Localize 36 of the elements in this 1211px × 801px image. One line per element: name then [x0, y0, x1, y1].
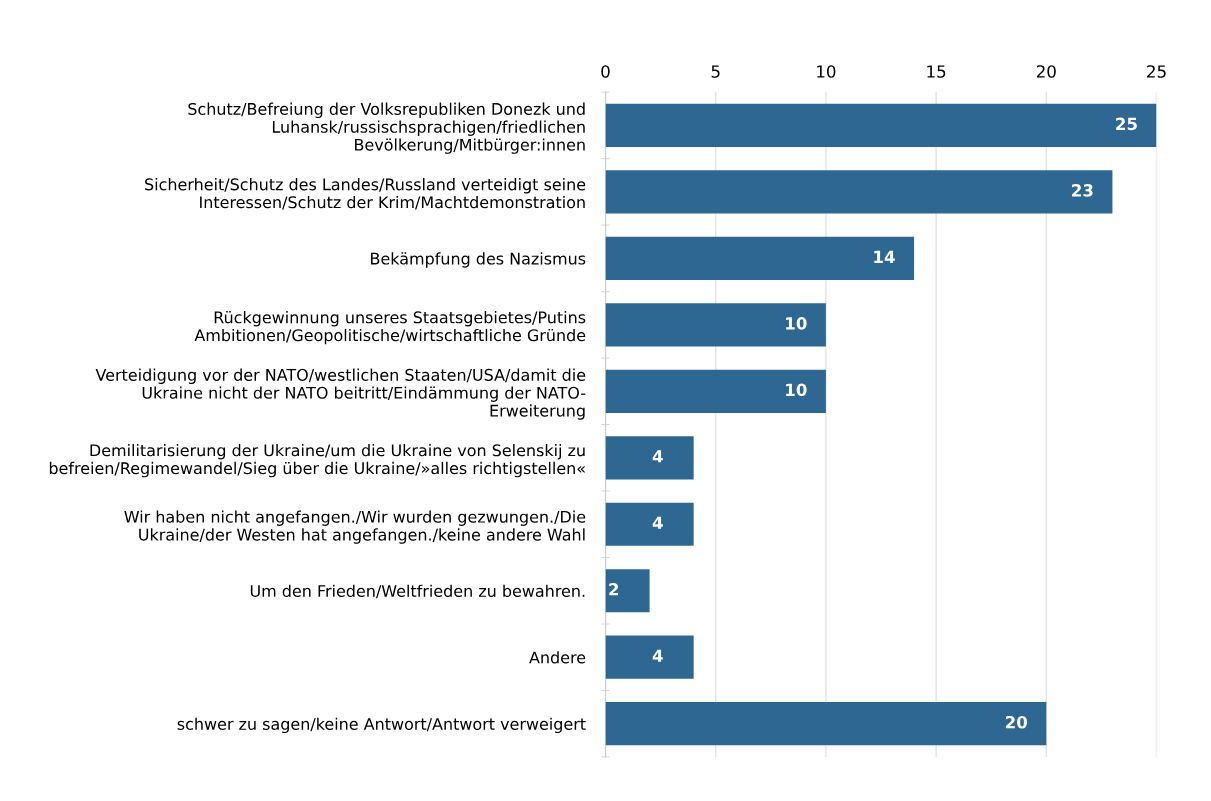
y-tick-label: Bekämpfung des Nazismus	[371, 252, 586, 268]
data-label: 25	[1116, 117, 1137, 131]
data-label: 4	[652, 450, 663, 463]
y-tick-label: Wir haben nicht angefangen./Wir wurden gezwungen./Die Ukraine/der Westen hat angefangen./keine andere Wahl	[124, 510, 586, 544]
x-tick-label: 25	[1147, 65, 1166, 78]
bar	[605, 436, 694, 480]
x-tick-label: 0	[601, 65, 610, 78]
y-tick-label: Verteidigung vor der NATO/westlichen Staaten/USA/damit die Ukraine nicht der NATO beitritt/Eindämmung der NATO- Erweiterung	[95, 368, 586, 420]
bar	[605, 303, 826, 347]
x-tick-label: 10	[817, 65, 836, 78]
bar	[605, 635, 694, 679]
data-label: 10	[786, 317, 807, 330]
y-tick-label: Schutz/Befreiung der Volksrepubliken Donezk und Luhansk/russischsprachigen/friedlichen Bevölkerung/Mitbürger:innen	[188, 102, 585, 154]
bar	[605, 702, 1047, 746]
data-label: 4	[652, 516, 663, 529]
bar	[605, 502, 694, 546]
x-tick-label: 5	[711, 65, 720, 78]
data-label: 23	[1072, 184, 1093, 197]
bar	[605, 170, 1113, 214]
data-label: 2	[609, 582, 619, 596]
data-label: 14	[874, 250, 895, 263]
x-tick-label: 15	[927, 65, 946, 78]
y-tick-label: Rückgewinnung unseres Staatsgebietes/Putins Ambitionen/Geopolitische/wirtschaftliche Gründe	[194, 311, 586, 345]
data-label: 10	[786, 383, 807, 397]
bar	[605, 369, 826, 413]
bar	[605, 236, 915, 280]
bar	[605, 103, 1157, 147]
y-tick-label: Sicherheit/Schutz des Landes/Russland verteidigt seine Interessen/Schutz der Krim/Machtdemonstration	[145, 178, 586, 210]
y-tick-label: Um den Frieden/Weltfrieden zu bewahren.	[250, 584, 585, 599]
x-tick-label: 20	[1036, 65, 1056, 78]
data-label: 20	[1005, 715, 1028, 729]
bar	[605, 569, 650, 613]
y-tick-label: schwer zu sagen/keine Antwort/Antwort verweigert	[177, 717, 586, 734]
y-tick-label: Demilitarisierung der Ukraine/um die Ukraine von Selenskij zu befreien/Regimewandel/Sieg über die Ukraine/»alles richtigstellen«	[49, 443, 585, 478]
data-label: 4	[652, 649, 663, 662]
y-tick-label: Andere	[529, 651, 586, 664]
